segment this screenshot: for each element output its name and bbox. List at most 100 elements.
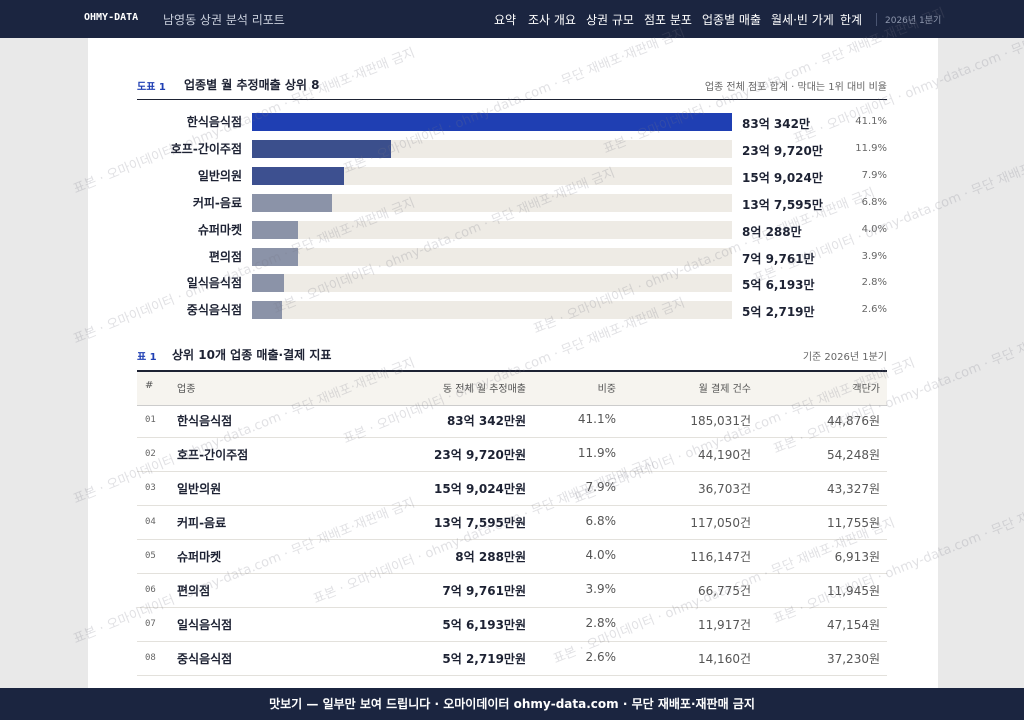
table-cell: 13억 7,595만원 [434, 516, 526, 530]
table-cell: 08 [145, 653, 156, 663]
table-cell: 116,147건 [690, 550, 751, 564]
row-divider [137, 471, 887, 472]
figure-tag: 도표 1 [137, 82, 166, 93]
report-title: 남영동 상권 분석 리포트 [163, 13, 285, 27]
table-cell: 04 [145, 517, 156, 527]
value-label: 23억 9,720만 [742, 143, 823, 158]
category-label: 일반의원 [197, 168, 242, 183]
table-cell: 15억 9,024만원 [434, 482, 526, 496]
table-cell: 2.6% [585, 650, 617, 664]
table-cell: 한식음식점 [177, 414, 233, 428]
top-nav: OHMY-DATA 남영동 상권 분석 리포트 2026년 1분기 요약 조사 개… [0, 0, 1024, 38]
bar [252, 247, 299, 266]
share-label: 2.6% [861, 304, 887, 316]
table-cell: 슈퍼마켓 [177, 550, 222, 564]
row-divider [137, 675, 887, 676]
table-header: 월 결제 건수 [698, 384, 751, 395]
table-cell: 37,230원 [826, 652, 880, 666]
table-cell: 06 [145, 585, 156, 595]
table-cell: 11.9% [577, 446, 616, 460]
brand[interactable]: OHMY-DATA [84, 12, 139, 23]
table-cell: 호프-간이주점 [177, 448, 249, 462]
nav-link[interactable]: 월세·빈 가게 [771, 13, 834, 27]
bar-track [252, 247, 732, 266]
table-header: 객단가 [852, 384, 880, 395]
table-header: 업종 [177, 384, 196, 395]
table-cell: 01 [145, 415, 156, 425]
table-cell: 54,248원 [826, 448, 880, 462]
bar-track [252, 193, 732, 212]
share-label: 11.9% [855, 142, 887, 154]
nav-link[interactable]: 상권 규모 [586, 13, 634, 27]
chart-title: 업종별 월 추정매출 상위 8 [184, 78, 320, 92]
category-label: 한식음식점 [186, 115, 242, 129]
table-cell: 14,160건 [697, 652, 751, 666]
row-divider [137, 607, 887, 608]
value-label: 7억 9,761만 [742, 251, 815, 266]
table-header: 동 전체 월 추정매출 [442, 384, 526, 395]
table-cell: 5억 2,719만원 [442, 652, 526, 666]
nav-link[interactable]: 조사 개요 [528, 13, 576, 27]
table-cell: 41.1% [577, 412, 616, 426]
table-cell: 23억 9,720만원 [434, 448, 526, 462]
category-label: 호프-간이주점 [170, 141, 242, 156]
nav-link[interactable]: 업종별 매출 [702, 13, 762, 27]
category-label: 일식음식점 [186, 276, 242, 291]
period: 2026년 1분기 [876, 13, 941, 26]
row-divider [137, 539, 887, 540]
table-cell: 83억 342만원 [446, 414, 526, 428]
table-cell: 편의점 [177, 584, 211, 598]
table-cell: 커피-음료 [177, 516, 227, 530]
figure-note: 업종 전체 점포 합계 · 막대는 1위 대비 비율 [704, 82, 887, 93]
table-cell: 47,154원 [826, 618, 880, 632]
preview-banner: 맛보기 — 일부만 보여 드립니다 · 오마이데이터 ohmy-data.com… [0, 688, 1024, 720]
table-cell: 117,050건 [690, 516, 751, 530]
table-cell: 02 [145, 449, 156, 459]
nav-link[interactable]: 점포 분포 [644, 13, 692, 27]
bar [252, 193, 332, 212]
table-tag: 표 1 [137, 352, 157, 363]
category-label: 슈퍼마켓 [197, 222, 242, 237]
value-label: 8억 288만 [742, 224, 802, 239]
bar [252, 220, 299, 239]
nav-link[interactable]: 요약 [494, 13, 517, 27]
table-title: 상위 10개 업종 매출·결제 지표 [172, 348, 332, 362]
table-cell: 일반의원 [177, 482, 222, 496]
table-cell: 3.9% [585, 582, 617, 596]
row-divider [137, 505, 887, 506]
table-cell: 11,945원 [826, 584, 880, 598]
share-label: 7.9% [861, 169, 887, 181]
table-cell: 8억 288만원 [455, 550, 526, 564]
table-cell: 7억 9,761만원 [442, 584, 526, 598]
table-cell: 11,917건 [697, 618, 751, 632]
table-cell: 44,190건 [697, 448, 751, 462]
share-label: 3.9% [861, 250, 887, 262]
bar-track [252, 166, 732, 185]
row-divider [137, 573, 887, 574]
table-cell: 185,031건 [690, 414, 751, 428]
value-label: 13억 7,595만 [742, 197, 823, 212]
category-label: 커피-음료 [192, 195, 242, 210]
share-label: 6.8% [861, 196, 887, 208]
category-label: 중식음식점 [186, 303, 242, 318]
nav-link[interactable]: 한계 [840, 13, 863, 27]
table-cell: 36,703건 [697, 482, 751, 496]
bar [252, 166, 344, 185]
table-header: # [145, 380, 154, 391]
value-label: 5억 2,719만 [742, 305, 815, 320]
table-note: 기준 2026년 1분기 [802, 352, 887, 363]
table-cell: 6.8% [585, 514, 617, 528]
table-header: 비중 [597, 384, 616, 395]
bar-track [252, 220, 732, 239]
table-cell: 5억 6,193만원 [442, 618, 526, 632]
value-label: 15억 9,024만 [742, 170, 823, 185]
row-divider [137, 437, 887, 438]
share-label: 2.8% [861, 277, 887, 289]
table-cell: 6,913원 [834, 550, 880, 564]
bar [252, 139, 391, 158]
bar [252, 274, 285, 293]
table-cell: 44,876원 [826, 414, 880, 428]
table-cell: 05 [145, 551, 156, 561]
table-cell: 일식음식점 [177, 618, 233, 632]
